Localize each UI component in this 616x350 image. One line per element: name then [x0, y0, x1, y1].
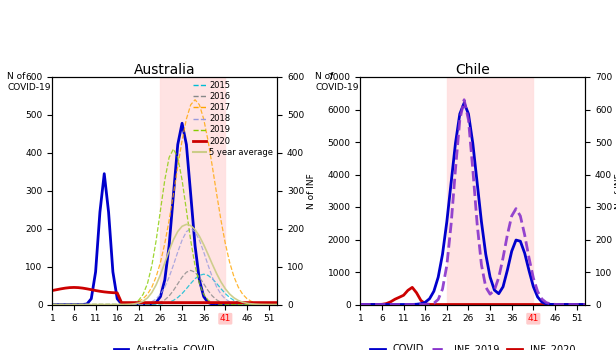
- Bar: [447, 77, 533, 304]
- Text: Influenza: Influenza: [492, 32, 553, 45]
- Title: Australia: Australia: [134, 63, 196, 77]
- Legend: 2015, 2016, 2017, 2018, 2019, 2020, 5 year average: 2015, 2016, 2017, 2018, 2019, 2020, 5 ye…: [193, 81, 273, 157]
- Text: COVID-19: COVID-19: [378, 32, 442, 45]
- Text: N of
COVID-19: N of COVID-19: [315, 72, 359, 92]
- Legend: Australia_COVID: Australia_COVID: [110, 340, 220, 350]
- Y-axis label: N of INF: N of INF: [615, 173, 616, 209]
- Text: N of
COVID-19: N of COVID-19: [7, 72, 51, 92]
- Legend: COVID, INF_2019, INF_2020: COVID, INF_2019, INF_2020: [367, 340, 579, 350]
- Text: COVID-19: COVID-19: [70, 32, 134, 45]
- Title: Chile: Chile: [455, 63, 490, 77]
- Y-axis label: N of INF: N of INF: [307, 173, 316, 209]
- Text: Influenza: Influenza: [184, 32, 245, 45]
- Bar: [160, 77, 225, 304]
